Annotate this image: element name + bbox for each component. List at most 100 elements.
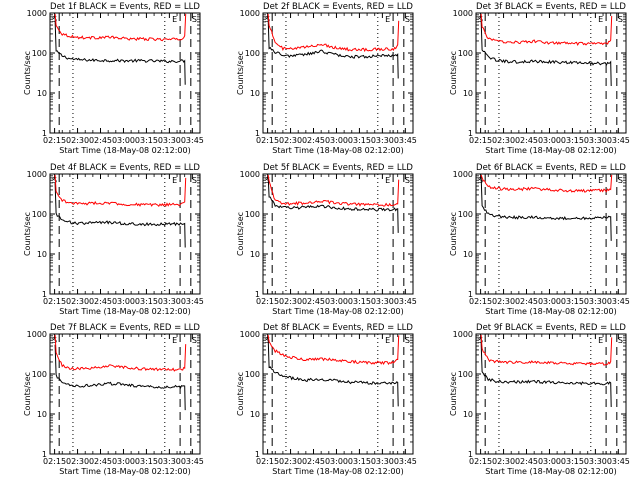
- plot-frame: [49, 173, 201, 295]
- y-tick-label: 1000: [27, 170, 47, 179]
- panel-title: Det 4f BLACK = Events, RED = LLD: [50, 163, 200, 173]
- y-tick-label: 1000: [27, 330, 47, 339]
- y-tick-label: 10: [37, 410, 47, 419]
- x-tick-label: 03:30: [584, 297, 607, 306]
- x-tick-label: 03:30: [158, 136, 181, 145]
- x-tick-label: 03:15: [135, 136, 158, 145]
- x-tick-label: 02:30: [66, 457, 89, 466]
- saa-start-marker: S: [52, 176, 57, 185]
- events-series-line: [480, 174, 612, 241]
- x-tick-label: 03:15: [561, 297, 584, 306]
- saa-start-marker: S: [52, 336, 57, 345]
- x-tick-label: 02:45: [89, 297, 112, 306]
- y-tick-label: 10: [37, 250, 47, 259]
- x-tick-label: 02:15: [469, 457, 492, 466]
- y-tick-label: 1000: [27, 9, 47, 18]
- x-tick-label: 02:30: [492, 136, 515, 145]
- plot-frame: [475, 173, 627, 295]
- saa-start-marker-2: S: [618, 176, 623, 185]
- lld-series-line: [267, 13, 400, 53]
- panel-title: Det 8f BLACK = Events, RED = LLD: [263, 323, 413, 333]
- lld-series-line: [480, 334, 613, 367]
- x-tick-label: 02:15: [43, 457, 66, 466]
- x-axis-label: Start Time (18-May-08 02:12:00): [272, 467, 403, 476]
- saa-start-marker-2: S: [405, 176, 410, 185]
- x-tick-label: 02:30: [279, 297, 302, 306]
- x-tick-label: 02:45: [89, 457, 112, 466]
- x-tick-label: 02:30: [66, 136, 89, 145]
- x-tick-label: 03:45: [181, 136, 204, 145]
- y-tick-label: 10: [250, 89, 260, 98]
- plot-frame: [262, 12, 414, 134]
- x-tick-label: 03:30: [371, 136, 394, 145]
- panel-det-7: Det 7f BLACK = Events, RED = LLD 1 10 100 10…: [23, 323, 204, 476]
- x-tick-label: 03:00: [325, 136, 348, 145]
- panel-det-8: Det 8f BLACK = Events, RED = LLD 1 10 100 10…: [236, 323, 417, 476]
- saa-end-marker: E: [598, 336, 603, 345]
- plot-frame: [49, 12, 201, 134]
- saa-start-marker: S: [52, 15, 57, 24]
- y-tick-label: 100: [458, 210, 473, 219]
- y-axis-label: Counts/sec: [236, 372, 245, 416]
- events-series-line: [480, 341, 612, 408]
- y-tick-label: 1: [255, 290, 260, 299]
- saa-start-marker-2: S: [192, 336, 197, 345]
- y-axis-label: Counts/sec: [23, 51, 32, 95]
- x-tick-label: 02:30: [492, 457, 515, 466]
- saa-start-marker: S: [265, 336, 270, 345]
- x-tick-label: 03:00: [538, 457, 561, 466]
- lld-series-line: [267, 174, 400, 207]
- events-series-line: [54, 182, 186, 248]
- saa-end-marker: E: [385, 336, 390, 345]
- x-axis-label: Start Time (18-May-08 02:12:00): [59, 307, 190, 316]
- x-tick-label: 03:45: [607, 297, 630, 306]
- x-tick-label: 03:45: [394, 297, 417, 306]
- x-tick-label: 02:45: [302, 457, 325, 466]
- panel-det-9: Det 9f BLACK = Events, RED = LLD 1 10 100 10…: [449, 323, 630, 476]
- y-tick-label: 1000: [453, 330, 473, 339]
- events-series-line: [54, 20, 186, 85]
- x-tick-label: 02:45: [89, 136, 112, 145]
- x-tick-label: 03:45: [394, 136, 417, 145]
- y-tick-label: 1000: [453, 170, 473, 179]
- y-axis-label: Counts/sec: [23, 212, 32, 256]
- x-tick-label: 03:30: [584, 457, 607, 466]
- y-tick-label: 100: [32, 49, 47, 58]
- y-tick-label: 1: [468, 129, 473, 138]
- lld-series-line: [480, 13, 613, 46]
- y-tick-label: 100: [458, 370, 473, 379]
- y-axis-label: Counts/sec: [236, 212, 245, 256]
- x-tick-label: 03:45: [607, 457, 630, 466]
- x-axis-label: Start Time (18-May-08 02:12:00): [59, 146, 190, 155]
- y-tick-label: 1000: [240, 330, 260, 339]
- saa-start-marker-2: S: [618, 15, 623, 24]
- events-series-line: [267, 335, 399, 407]
- events-series-line: [267, 174, 399, 233]
- x-tick-label: 02:15: [256, 136, 279, 145]
- x-tick-label: 03:45: [607, 136, 630, 145]
- plot-frame: [475, 12, 627, 134]
- y-tick-label: 10: [463, 89, 473, 98]
- panel-title: Det 2f BLACK = Events, RED = LLD: [263, 2, 413, 12]
- lld-series-line: [54, 334, 187, 372]
- y-tick-label: 1: [255, 129, 260, 138]
- lld-series-line: [54, 174, 187, 208]
- panel-title: Det 7f BLACK = Events, RED = LLD: [50, 323, 200, 333]
- x-axis-label: Start Time (18-May-08 02:12:00): [485, 467, 616, 476]
- x-tick-label: 02:45: [515, 297, 538, 306]
- panel-title: Det 6f BLACK = Events, RED = LLD: [476, 163, 626, 173]
- x-tick-label: 02:15: [256, 457, 279, 466]
- saa-end-marker: E: [385, 176, 390, 185]
- y-tick-label: 100: [32, 370, 47, 379]
- panel-title: Det 5f BLACK = Events, RED = LLD: [263, 163, 413, 173]
- x-tick-label: 03:00: [325, 457, 348, 466]
- panel-title: Det 3f BLACK = Events, RED = LLD: [476, 2, 626, 12]
- saa-end-marker: E: [385, 15, 390, 24]
- saa-start-marker: S: [478, 15, 483, 24]
- plot-frame: [475, 333, 627, 455]
- y-axis-label: Counts/sec: [23, 372, 32, 416]
- x-tick-label: 03:15: [348, 297, 371, 306]
- y-tick-label: 100: [245, 49, 260, 58]
- panel-det-6: Det 6f BLACK = Events, RED = LLD 1 10 100 10…: [449, 163, 630, 316]
